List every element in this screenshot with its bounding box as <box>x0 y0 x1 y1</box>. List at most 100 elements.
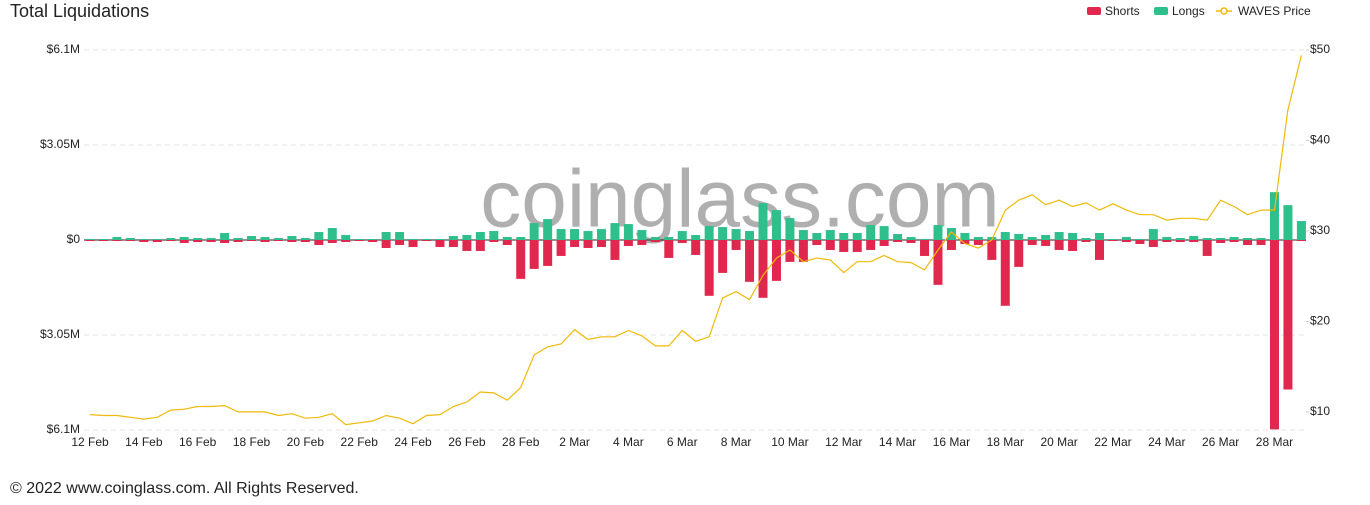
long-bar <box>893 234 903 240</box>
long-bar <box>933 225 943 240</box>
short-bar <box>179 240 189 243</box>
long-bar <box>556 229 566 240</box>
legend-swatch[interactable] <box>1220 7 1228 15</box>
long-bar <box>973 237 983 240</box>
long-bar <box>637 230 647 240</box>
y2-tick-label: $10 <box>1310 404 1330 418</box>
legend-label[interactable]: Longs <box>1172 4 1205 18</box>
long-bar <box>1202 238 1212 240</box>
short-bar <box>1148 240 1158 247</box>
long-bar <box>395 232 405 240</box>
short-bar <box>448 240 458 247</box>
x-tick-label: 22 Mar <box>1094 435 1131 449</box>
y2-tick-label: $30 <box>1310 223 1330 237</box>
short-bar <box>556 240 566 256</box>
short-bar <box>1068 240 1078 251</box>
long-bar <box>691 235 701 240</box>
short-bar <box>152 240 162 242</box>
short-bar <box>1229 240 1239 242</box>
short-bar <box>462 240 472 251</box>
long-bar <box>435 239 445 240</box>
long-bar <box>247 236 257 240</box>
long-bar <box>852 233 862 240</box>
y-tick-label: $6.1M <box>47 42 80 56</box>
short-bar <box>718 240 728 273</box>
long-bar <box>1041 235 1051 240</box>
short-bar <box>327 240 337 243</box>
short-bar <box>1121 240 1131 242</box>
short-bar <box>1256 240 1266 245</box>
long-bar <box>489 231 499 240</box>
legend-label[interactable]: WAVES Price <box>1238 4 1311 18</box>
short-bar <box>1269 240 1279 430</box>
long-bar <box>516 237 526 240</box>
x-tick-label: 26 Feb <box>448 435 486 449</box>
long-bar <box>960 233 970 240</box>
short-bar <box>193 240 203 242</box>
short-bar <box>650 240 660 242</box>
y-tick-label: $6.1M <box>47 422 80 436</box>
long-bar <box>745 231 755 240</box>
long-bar <box>300 238 310 240</box>
short-bar <box>1000 240 1010 306</box>
y-tick-label: $3.05M <box>40 137 80 151</box>
short-bar <box>1041 240 1051 246</box>
short-bar <box>1054 240 1064 250</box>
y2-tick-label: $40 <box>1310 133 1330 147</box>
long-bar <box>112 237 122 240</box>
x-tick-label: 4 Mar <box>613 435 644 449</box>
short-bar <box>85 240 95 241</box>
short-bar <box>1095 240 1104 260</box>
short-bar <box>1283 240 1293 390</box>
legend-swatch[interactable] <box>1154 7 1168 15</box>
long-bar <box>583 231 593 240</box>
x-tick-label: 16 Mar <box>933 435 970 449</box>
long-bar <box>610 223 620 240</box>
short-bar <box>906 240 916 243</box>
long-bar <box>327 228 337 240</box>
short-bar <box>314 240 324 245</box>
short-bar <box>866 240 876 250</box>
short-bar <box>273 240 283 241</box>
short-bar <box>422 240 431 241</box>
long-bar <box>381 232 391 240</box>
short-bar <box>206 240 216 242</box>
long-bar <box>1095 233 1104 240</box>
long-bar <box>718 227 728 240</box>
long-bar <box>1256 238 1266 240</box>
long-bar <box>1121 237 1131 240</box>
legend-label[interactable]: Shorts <box>1105 4 1140 18</box>
long-bar <box>193 238 203 240</box>
long-bar <box>273 238 283 240</box>
legend-swatch[interactable] <box>1087 7 1101 15</box>
long-bar <box>785 218 795 240</box>
short-bar <box>260 240 270 242</box>
long-bar <box>1189 236 1199 240</box>
x-tick-label: 18 Mar <box>987 435 1024 449</box>
long-bar <box>1269 192 1279 240</box>
long-bar <box>1216 238 1226 240</box>
x-tick-label: 12 Feb <box>71 435 109 449</box>
short-bar <box>1081 240 1091 242</box>
short-bar <box>1296 240 1306 241</box>
long-bar <box>1175 238 1185 240</box>
long-bar <box>139 239 149 240</box>
long-bar <box>946 228 956 240</box>
long-bar <box>1014 234 1024 240</box>
x-tick-label: 26 Mar <box>1202 435 1239 449</box>
long-bar <box>152 239 162 240</box>
short-bar <box>637 240 647 245</box>
short-bar <box>960 240 970 244</box>
y-tick-label: $3.05M <box>40 327 80 341</box>
long-bar <box>260 237 270 240</box>
short-bar <box>1216 240 1226 243</box>
short-bar <box>408 240 418 247</box>
long-bar <box>1283 205 1293 240</box>
long-bar <box>448 236 458 240</box>
short-bar <box>920 240 930 256</box>
long-bar <box>422 239 431 240</box>
short-bar <box>139 240 149 242</box>
short-bar <box>341 240 351 242</box>
short-bar <box>623 240 633 246</box>
